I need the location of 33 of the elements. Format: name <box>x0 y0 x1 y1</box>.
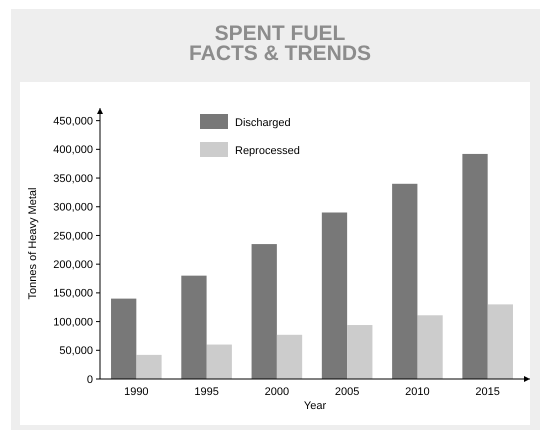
x-tick-label: 2005 <box>334 386 360 398</box>
bar <box>276 334 302 379</box>
y-tick-label: 300,000 <box>53 202 93 214</box>
y-axis-title: Tonnes of Heavy Metal <box>27 188 39 300</box>
bar <box>347 325 372 379</box>
bar <box>417 315 443 379</box>
x-tick-label: 2000 <box>264 386 290 398</box>
bar <box>392 184 418 379</box>
x-axis-title: Year <box>304 400 326 412</box>
bar <box>322 212 348 379</box>
bar <box>462 154 488 379</box>
legend-label: Discharged <box>235 116 291 129</box>
x-tick-label: 2010 <box>405 386 430 398</box>
x-tick-label: 2015 <box>475 386 500 398</box>
bar <box>488 304 513 379</box>
bar <box>111 298 136 379</box>
y-tick-label: 200,000 <box>53 259 93 272</box>
y-tick-label: 50,000 <box>59 345 93 358</box>
legend-label: Reprocessed <box>235 144 300 157</box>
y-tick-label: 350,000 <box>53 172 93 185</box>
bar <box>252 244 277 379</box>
bar <box>136 354 162 379</box>
y-tick-label: 0 <box>86 374 93 386</box>
chart-title: SPENT FUEL FACTS & TRENDS <box>188 22 372 65</box>
bar <box>206 344 232 379</box>
x-tick-label: 1995 <box>194 386 219 398</box>
x-tick-label: 1990 <box>124 386 149 398</box>
y-tick-label: 100,000 <box>53 316 93 328</box>
y-tick-label: 450,000 <box>53 115 93 128</box>
bar <box>181 276 207 379</box>
y-tick-label: 400,000 <box>53 144 93 156</box>
y-tick-label: 250,000 <box>53 230 93 242</box>
y-tick-label: 150,000 <box>53 288 93 300</box>
